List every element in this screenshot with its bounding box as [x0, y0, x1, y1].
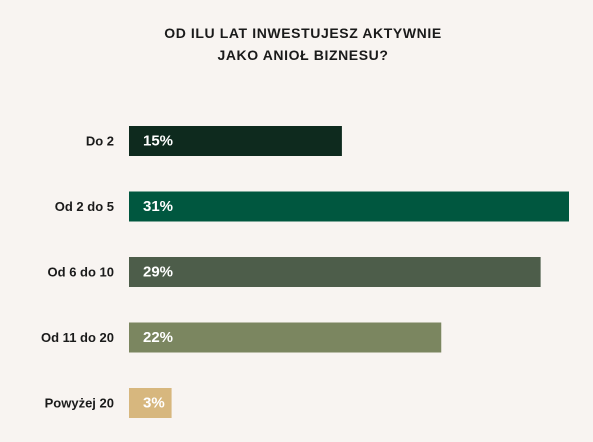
bar: [129, 388, 172, 418]
bar: [129, 126, 342, 156]
category-label: Od 11 do 20: [41, 330, 114, 345]
value-label: 31%: [143, 198, 173, 215]
bars: Do 2 15% Od 2 do 5 31% Od 6 do 10 29% Od 11 do…: [41, 126, 569, 418]
chart-title-line-1: OD ILU LAT INWESTUJESZ AKTYWNIE: [164, 25, 442, 41]
value-label: 22%: [143, 329, 173, 346]
bar: [129, 257, 541, 287]
value-label: 3%: [143, 395, 165, 412]
chart-title: OD ILU LAT INWESTUJESZ AKTYWNIE JAKO ANI…: [164, 25, 442, 63]
value-label: 29%: [143, 264, 173, 281]
category-label: Od 2 do 5: [55, 199, 114, 214]
bar: [129, 322, 442, 353]
category-label: Powyżej 20: [45, 396, 114, 411]
chart-title-line-2: JAKO ANIOŁ BIZNESU?: [217, 47, 388, 63]
value-label: 15%: [143, 133, 173, 150]
bar: [129, 191, 569, 222]
category-label: Do 2: [86, 134, 114, 149]
category-label: Od 6 do 10: [48, 265, 114, 280]
